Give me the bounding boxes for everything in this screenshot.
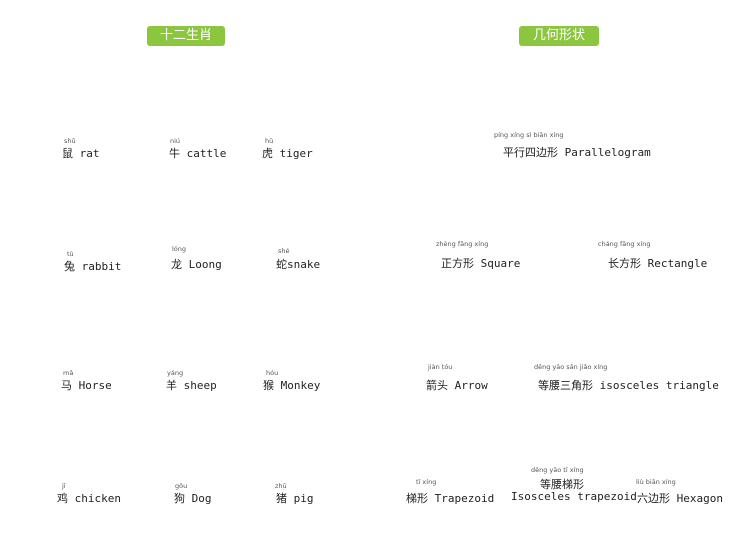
isosceles-triangle-pinyin: děng yāo sān jiǎo xíng <box>534 363 608 371</box>
trapezoid-label: 梯形 Trapezoid <box>406 492 495 505</box>
arrow-label: 箭头 Arrow <box>426 379 488 392</box>
rabbit-pinyin: tù <box>67 250 74 258</box>
horse-label: 马 Horse <box>61 379 112 392</box>
rectangle-pinyin: cháng fāng xíng <box>598 240 651 248</box>
isosceles-trapezoid-pinyin: děng yāo tī xíng <box>531 466 584 474</box>
snake-pinyin: shé <box>278 247 290 255</box>
square-pinyin: zhèng fāng xíng <box>436 240 489 248</box>
loong-label: 龙 Loong <box>171 258 222 271</box>
arrow-pinyin: jiàn tóu <box>428 363 453 371</box>
rat-pinyin: shǔ <box>64 137 76 145</box>
loong-pinyin: lóng <box>172 245 187 253</box>
hexagon-label: 六边形 Hexagon <box>637 492 723 505</box>
dog-pinyin: gǒu <box>175 482 188 490</box>
shapes-header: 几何形状 <box>519 26 599 46</box>
isosceles-triangle-label: 等腰三角形 isosceles triangle <box>538 379 719 392</box>
chicken-pinyin: jī <box>62 482 66 490</box>
cattle-pinyin: niú <box>170 137 181 145</box>
parallelogram-pinyin: píng xíng sì biān xíng <box>494 131 564 139</box>
cattle-label: 牛 cattle <box>169 147 227 160</box>
tiger-pinyin: hǔ <box>265 137 274 145</box>
snake-label: 蛇snake <box>276 258 321 271</box>
dog-label: 狗 Dog <box>174 492 212 505</box>
sheep-label: 羊 sheep <box>166 379 217 392</box>
monkey-pinyin: hóu <box>266 369 279 377</box>
pig-label: 猪 pig <box>276 492 314 505</box>
parallelogram-label: 平行四边形 Parallelogram <box>503 146 651 159</box>
tiger-label: 虎 tiger <box>262 147 313 160</box>
monkey-label: 猴 Monkey <box>263 379 321 392</box>
isosceles-trapezoid-label-cn: 等腰梯形 <box>540 478 584 491</box>
trapezoid-pinyin: tī xíng <box>416 478 437 486</box>
rat-label: 鼠 rat <box>62 147 100 160</box>
rabbit-label: 兔 rabbit <box>64 260 122 273</box>
hexagon-pinyin: liù biān xíng <box>636 478 676 486</box>
isosceles-trapezoid-label-en: Isosceles trapezoid <box>511 490 637 503</box>
chicken-label: 鸡 chicken <box>57 492 121 505</box>
zodiac-header: 十二生肖 <box>147 26 225 46</box>
sheep-pinyin: yáng <box>167 369 184 377</box>
pig-pinyin: zhū <box>275 482 287 490</box>
square-label: 正方形 Square <box>441 257 521 270</box>
horse-pinyin: mǎ <box>63 369 74 377</box>
rectangle-label: 长方形 Rectangle <box>608 257 708 270</box>
